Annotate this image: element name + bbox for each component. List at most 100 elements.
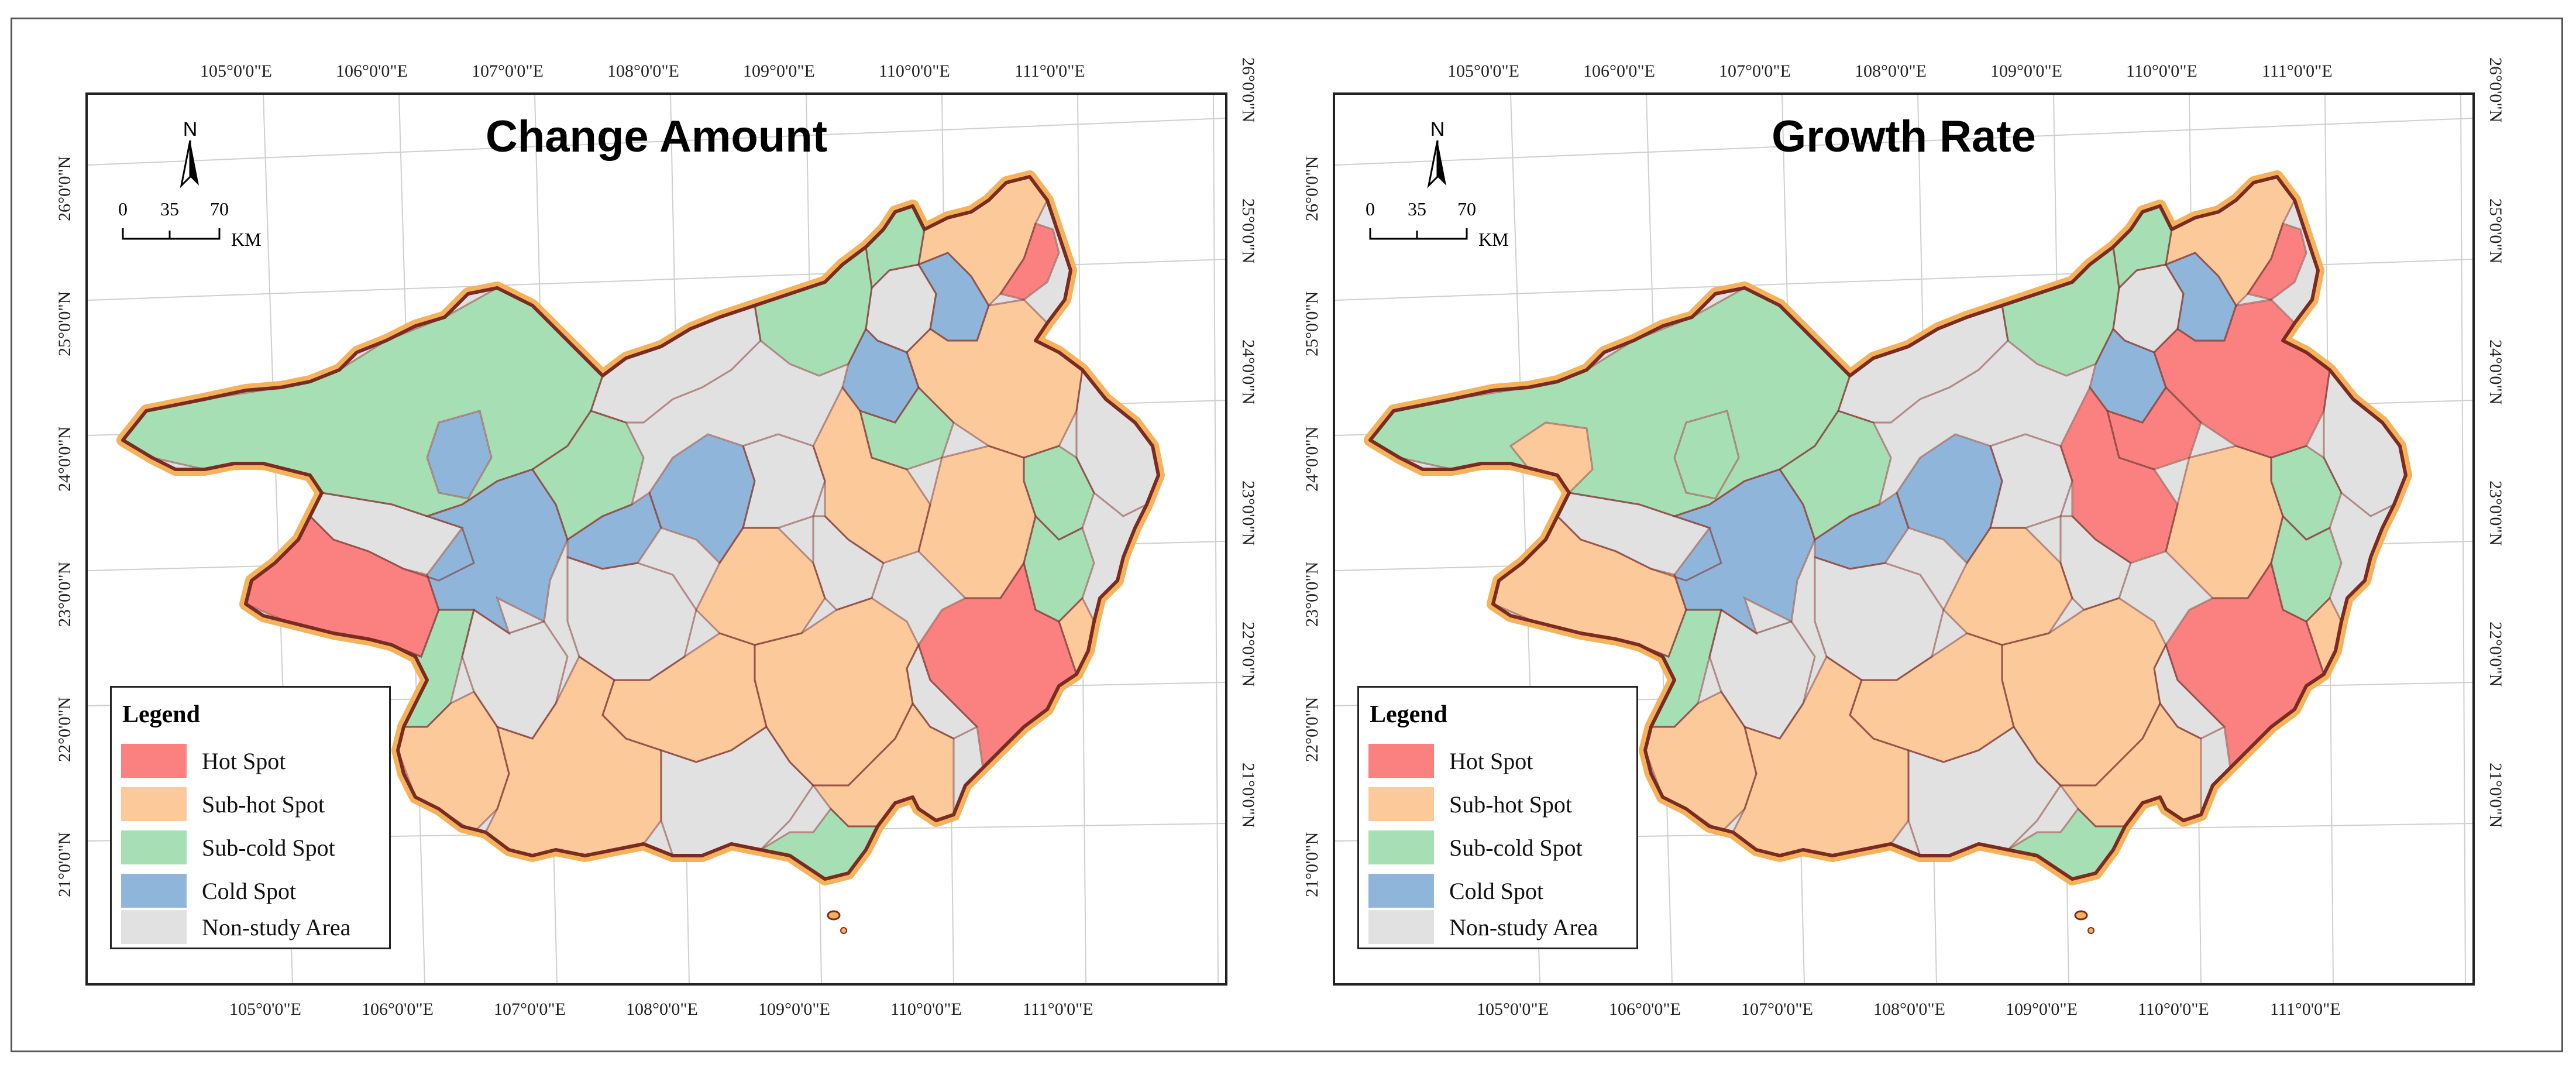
legend-label: Sub-hot Spot bbox=[1449, 791, 1573, 818]
latitude-label-left: 26°0'0"N bbox=[1302, 156, 1322, 221]
latitude-label-right: 26°0'0"N bbox=[1239, 57, 1258, 123]
legend-label: Non-study Area bbox=[1449, 914, 1598, 940]
longitude-label-bottom: 108°0'0"E bbox=[1873, 1000, 1945, 1019]
latitude-label-left: 21°0'0"N bbox=[55, 832, 74, 897]
parallel-line bbox=[88, 118, 1225, 166]
latitude-label-left: 23°0'0"N bbox=[55, 561, 74, 627]
scale-tick-35: 35 bbox=[160, 198, 179, 219]
province-boundary bbox=[121, 175, 1160, 881]
latitude-label-right: 23°0'0"N bbox=[1239, 480, 1258, 546]
latitude-label-left: 22°0'0"N bbox=[1302, 696, 1322, 762]
city-boundary bbox=[1673, 410, 1740, 500]
latitude-label-right: 25°0'0"N bbox=[2486, 198, 2505, 264]
longitude-label-top: 109°0'0"E bbox=[743, 61, 815, 81]
north-arrow-icon: N bbox=[1427, 118, 1446, 188]
latitude-label-right: 22°0'0"N bbox=[2486, 622, 2505, 687]
longitude-label-bottom: 110°0'0"E bbox=[2138, 1000, 2209, 1019]
legend: Legend Hot Spot Sub-hot Spot Sub-cold Sp… bbox=[110, 686, 391, 949]
longitude-label-top: 111°0'0"E bbox=[1014, 61, 1085, 81]
longitude-label-bottom: 109°0'0"E bbox=[2006, 1000, 2078, 1019]
longitude-label-top: 108°0'0"E bbox=[1855, 61, 1927, 81]
legend-swatch bbox=[121, 787, 187, 821]
longitude-label-bottom: 109°0'0"E bbox=[758, 1000, 830, 1019]
latitude-label-left: 23°0'0"N bbox=[1302, 561, 1322, 627]
meridian-line bbox=[1213, 95, 1219, 983]
map-title: Change Amount bbox=[485, 112, 828, 162]
longitude-label-top: 105°0'0"E bbox=[1447, 61, 1519, 81]
latitude-label-left: 24°0'0"N bbox=[1302, 426, 1322, 492]
map-panel-growth-rate: Growth Rate N 0 35 70 KM Legend Hot Spot… bbox=[1333, 92, 2475, 986]
longitude-label-bottom: 111°0'0"E bbox=[1023, 1000, 1093, 1019]
city-boundary bbox=[424, 468, 569, 634]
longitude-label-bottom: 108°0'0"E bbox=[626, 1000, 698, 1019]
longitude-label-bottom: 110°0'0"E bbox=[890, 1000, 962, 1019]
island bbox=[2087, 927, 2094, 934]
island bbox=[2074, 910, 2088, 921]
scale-unit: KM bbox=[231, 229, 262, 250]
longitude-label-top: 106°0'0"E bbox=[1583, 61, 1655, 81]
north-arrow-icon: N bbox=[180, 118, 199, 188]
legend: Legend Hot Spot Sub-hot Spot Sub-cold Sp… bbox=[1357, 686, 1638, 949]
legend-swatch bbox=[1368, 744, 1434, 778]
longitude-label-top: 106°0'0"E bbox=[336, 61, 408, 81]
legend-title: Legend bbox=[122, 701, 201, 728]
legend-swatch bbox=[121, 744, 187, 778]
province-boundary bbox=[1368, 175, 2408, 881]
city-boundary bbox=[999, 222, 1060, 301]
legend-label: Non-study Area bbox=[202, 914, 351, 940]
legend-swatch bbox=[1368, 874, 1434, 908]
legend-swatch bbox=[121, 910, 187, 944]
legend-swatch bbox=[121, 874, 187, 908]
latitude-label-right: 24°0'0"N bbox=[2486, 339, 2505, 405]
city-boundary bbox=[426, 410, 493, 500]
legend-label: Sub-cold Spot bbox=[202, 835, 335, 861]
latitude-label-right: 22°0'0"N bbox=[1239, 622, 1258, 687]
longitude-label-bottom: 105°0'0"E bbox=[229, 1000, 301, 1019]
latitude-label-left: 22°0'0"N bbox=[55, 696, 74, 762]
longitude-label-bottom: 107°0'0"E bbox=[1741, 1000, 1813, 1019]
latitude-label-right: 23°0'0"N bbox=[2486, 480, 2505, 546]
legend-label: Cold Spot bbox=[1449, 878, 1544, 904]
scale-tick-0: 0 bbox=[1366, 198, 1375, 219]
longitude-label-bottom: 107°0'0"E bbox=[494, 1000, 566, 1019]
city-boundary bbox=[1778, 410, 1892, 541]
map-panel-change-amount: Change Amount N 0 35 70 KM Legend Hot Sp… bbox=[85, 92, 1227, 986]
longitude-label-top: 108°0'0"E bbox=[607, 61, 679, 81]
map-growth-rate bbox=[1335, 95, 2472, 983]
longitude-label-top: 109°0'0"E bbox=[1990, 61, 2062, 81]
map-title: Growth Rate bbox=[1772, 112, 2036, 162]
longitude-label-top: 111°0'0"E bbox=[2262, 61, 2333, 81]
legend-swatch bbox=[1368, 910, 1434, 944]
scale-tick-70: 70 bbox=[210, 198, 229, 219]
figure-frame bbox=[11, 18, 2563, 1052]
longitude-label-bottom: 111°0'0"E bbox=[2270, 1000, 2341, 1019]
legend-label: Sub-hot Spot bbox=[202, 791, 325, 818]
latitude-label-left: 25°0'0"N bbox=[55, 291, 74, 356]
legend-label: Hot Spot bbox=[1449, 748, 1533, 774]
legend-swatch bbox=[1368, 830, 1434, 864]
longitude-label-top: 107°0'0"E bbox=[1719, 61, 1791, 81]
longitude-label-bottom: 106°0'0"E bbox=[1609, 1000, 1681, 1019]
city-boundary bbox=[531, 410, 645, 541]
parallel-line bbox=[1335, 118, 2472, 166]
latitude-label-right: 25°0'0"N bbox=[1239, 198, 1258, 264]
legend-label: Sub-cold Spot bbox=[1449, 835, 1583, 861]
latitude-label-right: 21°0'0"N bbox=[1239, 763, 1258, 828]
island bbox=[840, 927, 847, 934]
scale-bar: 0 35 70 KM bbox=[1366, 198, 1509, 250]
north-label: N bbox=[1430, 118, 1445, 140]
island bbox=[827, 910, 841, 921]
latitude-label-left: 21°0'0"N bbox=[1302, 832, 1322, 897]
meridian-line bbox=[2460, 95, 2466, 983]
longitude-label-top: 107°0'0"E bbox=[472, 61, 544, 81]
scale-tick-35: 35 bbox=[1408, 198, 1426, 219]
latitude-label-right: 21°0'0"N bbox=[2486, 763, 2505, 828]
longitude-label-top: 110°0'0"E bbox=[879, 61, 950, 81]
legend-swatch bbox=[121, 830, 187, 864]
longitude-label-top: 105°0'0"E bbox=[200, 61, 272, 81]
latitude-label-right: 24°0'0"N bbox=[1239, 339, 1258, 405]
scale-unit: KM bbox=[1478, 229, 1509, 250]
longitude-label-top: 110°0'0"E bbox=[2126, 61, 2197, 81]
scale-bar: 0 35 70 KM bbox=[118, 198, 262, 250]
map-change-amount bbox=[88, 95, 1225, 983]
